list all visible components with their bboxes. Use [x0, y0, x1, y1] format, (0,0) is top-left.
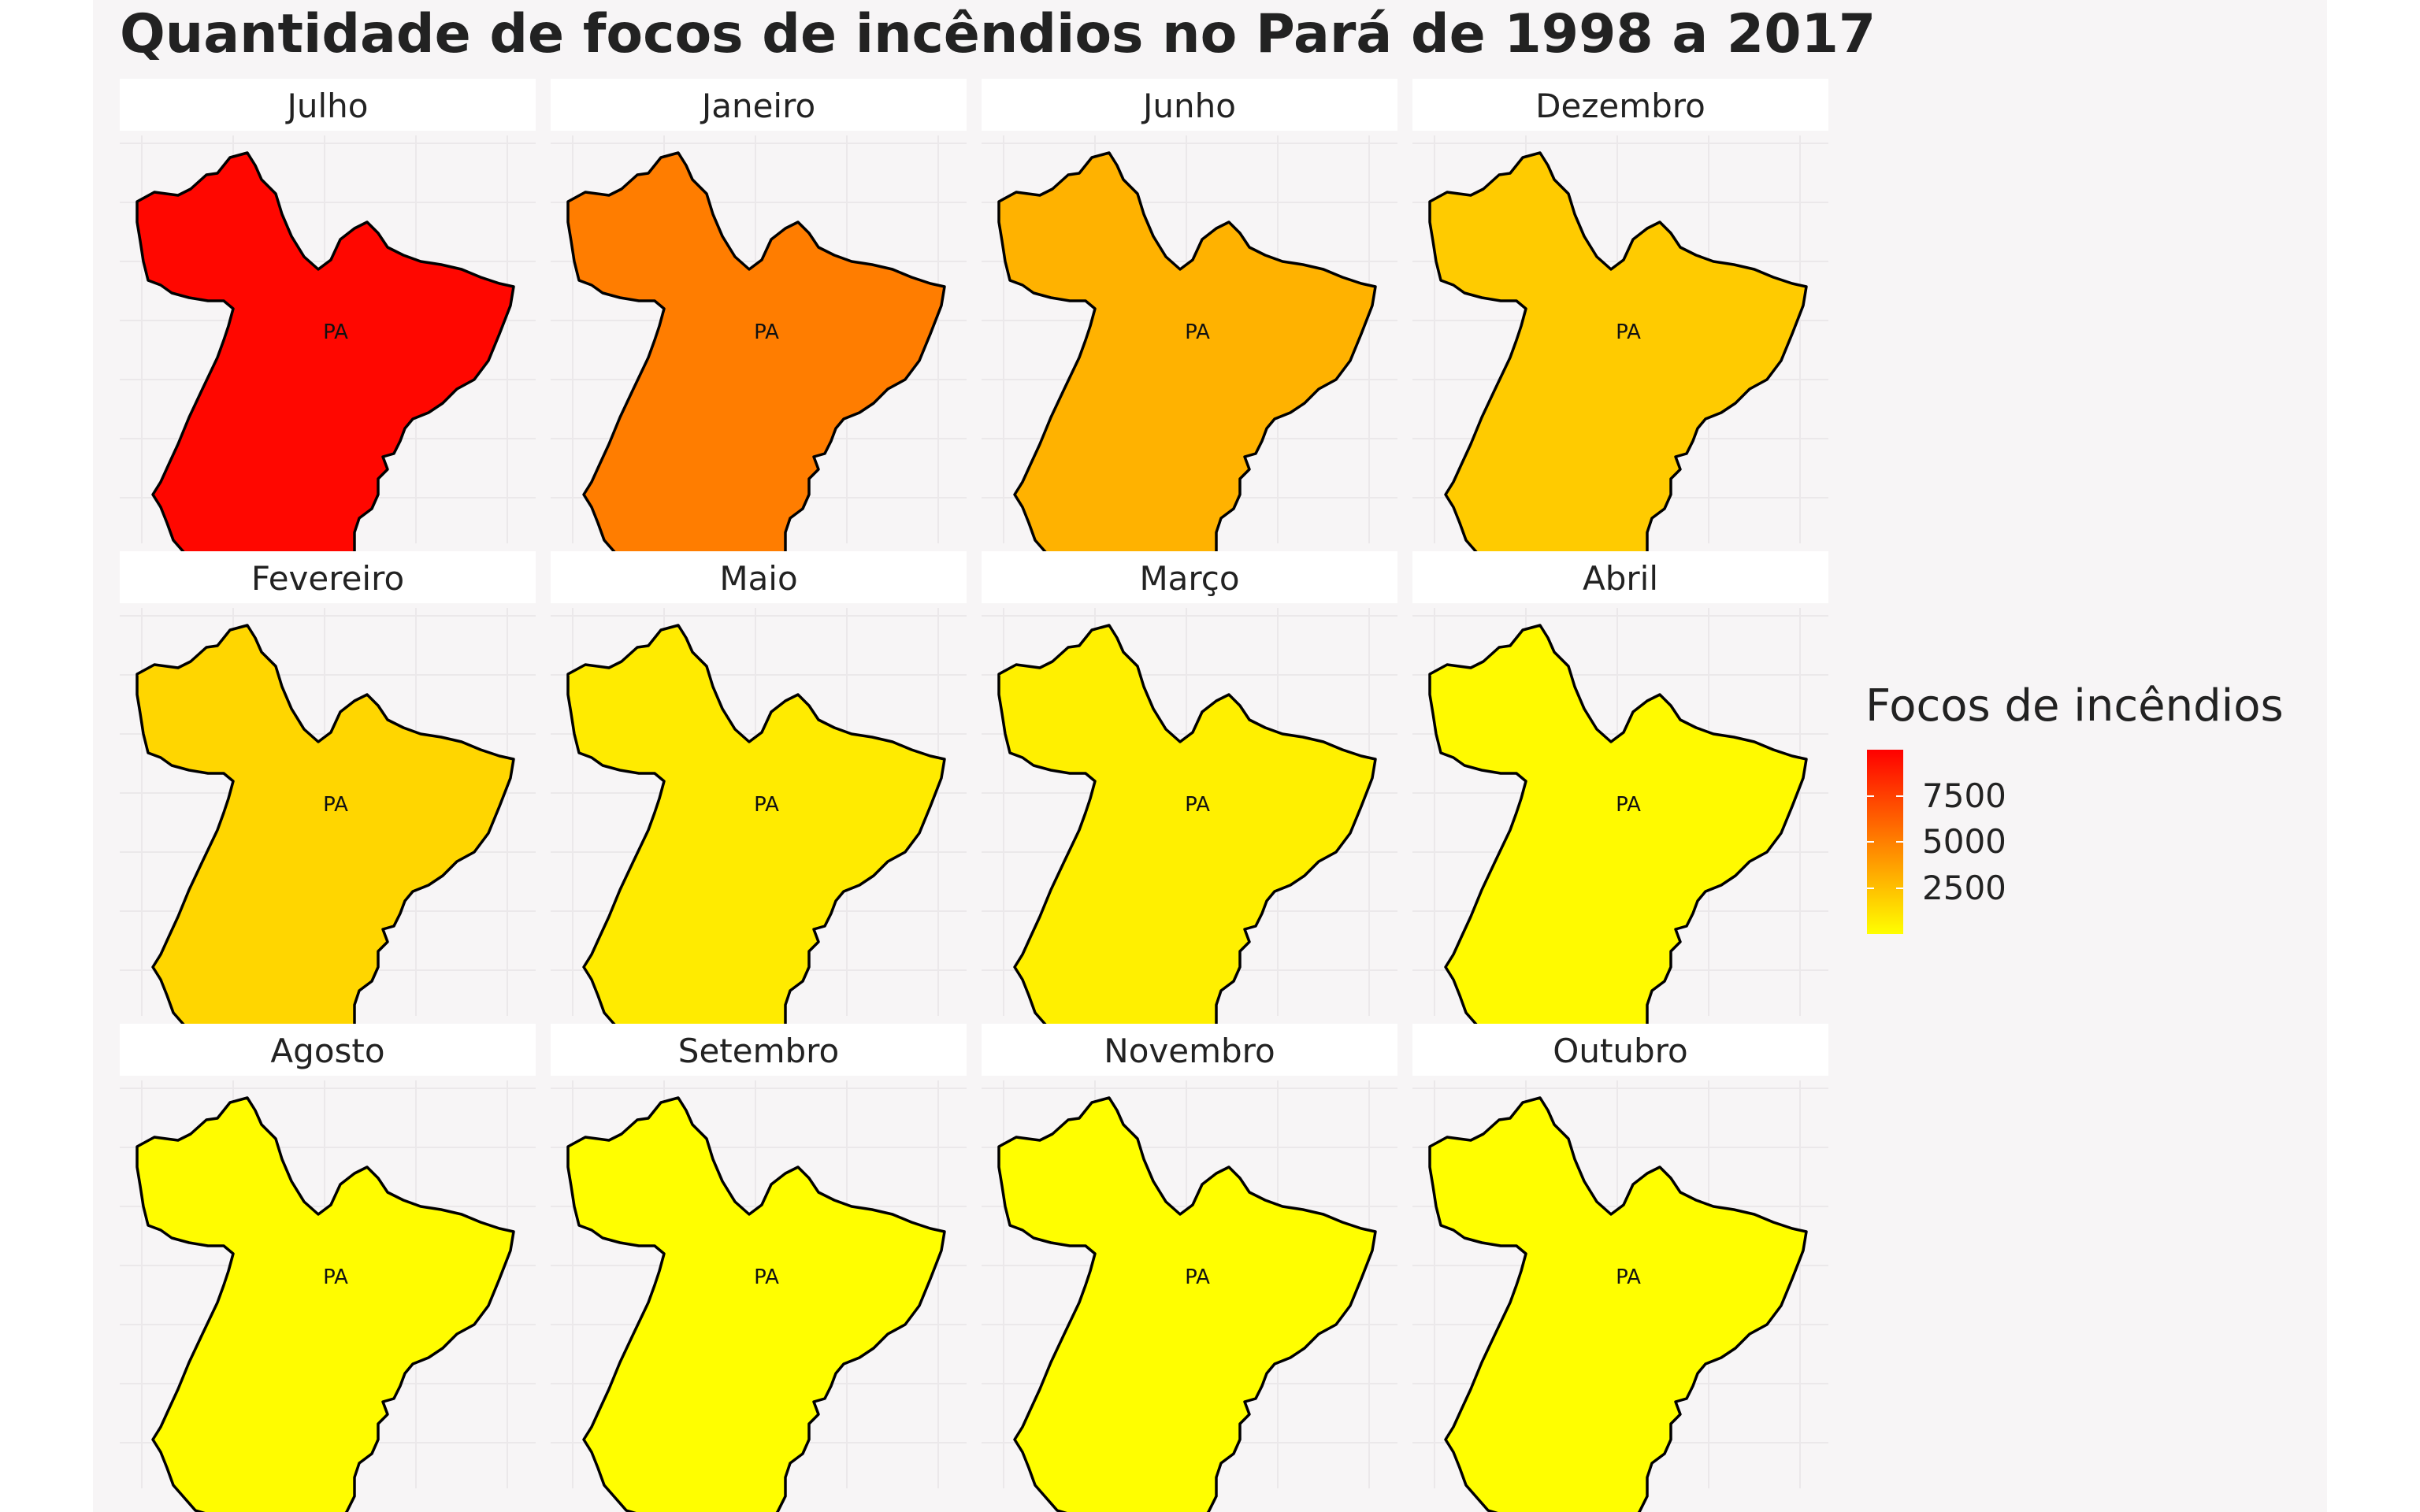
- legend-tick-label: 2500: [1922, 868, 2006, 907]
- facet-strip-label: Julho: [285, 87, 369, 125]
- chart-title: Quantidade de focos de incêndios no Pará…: [120, 3, 1876, 65]
- facet-strip-label: Abril: [1583, 559, 1658, 598]
- facet-strip-label: Setembro: [678, 1032, 839, 1070]
- state-polygon-para: [1428, 151, 1808, 583]
- state-label: PA: [1185, 321, 1210, 344]
- state-polygon-para: [566, 151, 946, 583]
- facet-strip: [1412, 79, 1828, 131]
- facet-março: Março PA: [982, 551, 1397, 1055]
- state-polygon-para: [997, 151, 1377, 583]
- facet-strip-label: Agosto: [270, 1032, 384, 1070]
- facet-strip-label: Novembro: [1104, 1032, 1275, 1070]
- facet-strip-label: Março: [1139, 559, 1239, 598]
- facet-strip: [120, 551, 536, 603]
- state-label: PA: [323, 1266, 348, 1289]
- legend-title: Focos de incêndios: [1865, 680, 2284, 732]
- legend-tick-label: 5000: [1922, 822, 2006, 861]
- state-polygon-para: [1428, 624, 1808, 1055]
- state-label: PA: [1616, 321, 1641, 344]
- facet-strip-label: Outubro: [1553, 1032, 1687, 1070]
- state-label: PA: [323, 793, 348, 817]
- facet-setembro: Setembro PA: [551, 1024, 967, 1512]
- color-legend: Focos de incêndios 7500 5000 2500: [1865, 679, 2338, 947]
- state-polygon-para: [566, 624, 946, 1055]
- facet-strip: [982, 1024, 1397, 1076]
- state-label: PA: [323, 321, 348, 344]
- facet-strip-label: Fevereiro: [251, 559, 404, 598]
- facet-strip-label: Maio: [719, 559, 797, 598]
- facet-strip-label: Janeiro: [700, 87, 815, 125]
- facet-julho: Julho PA: [120, 79, 536, 583]
- facet-agosto: Agosto PA: [120, 1024, 536, 1512]
- state-polygon-para: [1428, 1096, 1808, 1512]
- facet-maio: Maio PA: [551, 551, 967, 1055]
- facet-strip: [120, 79, 536, 131]
- state-label: PA: [754, 1266, 779, 1289]
- state-polygon-para: [997, 624, 1377, 1055]
- facet-strip: [982, 551, 1397, 603]
- state-label: PA: [754, 321, 779, 344]
- facet-strip: [1412, 551, 1828, 603]
- facet-strip: [1412, 1024, 1828, 1076]
- state-polygon-para: [135, 624, 515, 1055]
- facet-strip: [120, 1024, 536, 1076]
- state-label: PA: [1185, 1266, 1210, 1289]
- state-polygon-para: [135, 1096, 515, 1512]
- facet-strip: [551, 1024, 967, 1076]
- facet-strip-label: Junho: [1141, 87, 1236, 125]
- legend-tick-label: 7500: [1922, 776, 2006, 815]
- facet-outubro: Outubro PA: [1412, 1024, 1828, 1512]
- state-polygon-para: [997, 1096, 1377, 1512]
- state-label: PA: [1616, 793, 1641, 817]
- facet-strip-label: Dezembro: [1535, 87, 1706, 125]
- state-polygon-para: [135, 151, 515, 583]
- state-polygon-para: [566, 1096, 946, 1512]
- state-label: PA: [1185, 793, 1210, 817]
- facet-fevereiro: Fevereiro PA: [120, 551, 536, 1055]
- facet-strip: [982, 79, 1397, 131]
- state-label: PA: [754, 793, 779, 817]
- facet-strip: [551, 551, 967, 603]
- facet-abril: Abril PA: [1412, 551, 1828, 1055]
- facet-novembro: Novembro PA: [982, 1024, 1397, 1512]
- facet-janeiro: Janeiro PA: [551, 79, 967, 583]
- facet-dezembro: Dezembro PA: [1412, 79, 1828, 583]
- facet-junho: Junho PA: [982, 79, 1397, 583]
- state-label: PA: [1616, 1266, 1641, 1289]
- facet-strip: [551, 79, 967, 131]
